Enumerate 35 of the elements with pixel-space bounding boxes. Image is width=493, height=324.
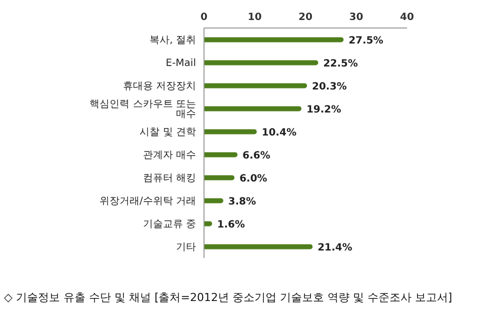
- x-tick-label: 0: [200, 12, 208, 23]
- y-tick-label: 기술교류 중: [142, 219, 196, 230]
- data-label: 10.4%: [262, 127, 296, 138]
- y-tick-label: 시찰 및 견학: [140, 127, 196, 138]
- data-label: 22.5%: [323, 58, 358, 70]
- data-label: 6.6%: [242, 150, 270, 162]
- y-tick-label: 위장거래/수위탁 거래: [99, 196, 196, 208]
- y-tick-label: 컴퓨터 해킹: [142, 173, 196, 184]
- data-label: 1.6%: [217, 219, 245, 230]
- data-label: 3.8%: [228, 196, 256, 208]
- y-tick-label: 기타: [176, 242, 196, 254]
- bar: [204, 83, 308, 88]
- x-tick-label: 30: [349, 12, 364, 23]
- data-label: 27.5%: [348, 35, 384, 46]
- data-label: 21.4%: [318, 242, 352, 254]
- x-tick-label: 20: [298, 12, 312, 23]
- bar: [204, 244, 313, 250]
- y-tick-label: 관계자 매수: [142, 150, 196, 162]
- y-tick-label: E-Mail: [166, 58, 196, 70]
- data-label: 20.3%: [312, 81, 347, 92]
- bar: [204, 37, 344, 42]
- bar: [204, 198, 224, 204]
- text: ◇ 기술정보 유출 수단 및 채널 [출처=2012년 중소기업 기술보호 역량 및 수준조사 보고서]: [4, 290, 452, 305]
- bar: [204, 129, 257, 134]
- x-tick-label: 10: [248, 12, 262, 23]
- x-tick-label: 40: [400, 12, 414, 23]
- y-tick-label: 핵심인력 스카우트 또는 매수: [90, 99, 196, 120]
- y-tick-label: 휴대용 저장장치: [122, 81, 196, 92]
- bar: [204, 175, 234, 180]
- data-label: 6.0%: [239, 173, 268, 184]
- bar: [204, 106, 302, 112]
- y-tick-label: 복사, 절취: [150, 35, 196, 46]
- bar: [204, 152, 238, 158]
- bar: [204, 60, 318, 66]
- data-label: 19.2%: [306, 104, 342, 116]
